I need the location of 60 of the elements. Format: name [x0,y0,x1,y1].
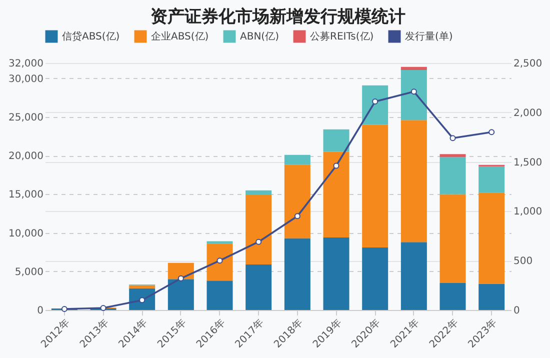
point [216,258,223,264]
bar [246,190,272,195]
bar [284,164,310,238]
bar [440,154,466,158]
bar [323,237,350,310]
y-tick-label: 32,000 [8,58,44,70]
bar [284,238,310,310]
point [372,98,378,105]
point [139,297,146,304]
point [410,88,417,95]
bar [284,154,310,165]
point [333,162,340,169]
bar [400,66,427,70]
bar [246,194,272,264]
point [294,213,300,220]
y2-tick-label: 1,000 [514,206,542,218]
point [178,275,184,282]
bar [362,85,388,125]
legend-label: 发行量(单) [405,30,453,43]
bar [362,124,388,248]
bar [478,284,505,310]
point [61,306,68,312]
legend-label: 信贷ABS(亿) [62,30,120,43]
bar [323,152,350,238]
bar [440,194,466,283]
y-tick-label: 25,000 [8,112,44,124]
point [488,129,495,136]
bar [206,244,233,281]
bar [400,120,427,242]
point [100,305,106,312]
bar [168,279,194,310]
y2-tick-label: 0 [514,306,520,316]
bar [168,262,194,280]
bar [362,247,388,310]
bar [440,157,466,194]
legend-label: 公募REITs(亿) [310,30,374,43]
y2-tick-label: 500 [514,256,533,268]
y-tick-label: 10,000 [8,228,44,240]
y-tick-label: 15,000 [8,190,44,201]
bar [478,192,505,284]
y2-tick-label: 1,500 [514,157,542,168]
y-tick-label: 30,000 [8,74,44,85]
bar [400,242,427,310]
point [450,135,456,142]
point [256,238,262,245]
y-tick-label: 20,000 [8,151,44,162]
legend-label: 企业ABS(亿) [151,30,209,43]
y2-tick-label: 2,000 [514,108,542,119]
legend-label: ABN(亿) [240,32,280,43]
y2-tick-label: 2,500 [514,58,542,70]
y-tick-label: 0 [37,306,44,316]
bar [478,166,505,193]
bar [400,70,427,120]
chart-title: 资产证券化市场新增发行规模统计 [150,7,406,27]
bar [323,129,350,152]
bar [206,280,233,310]
bar [440,282,466,310]
bar [129,285,156,288]
bar [246,264,272,310]
y-tick-label: 5,000 [14,266,44,278]
